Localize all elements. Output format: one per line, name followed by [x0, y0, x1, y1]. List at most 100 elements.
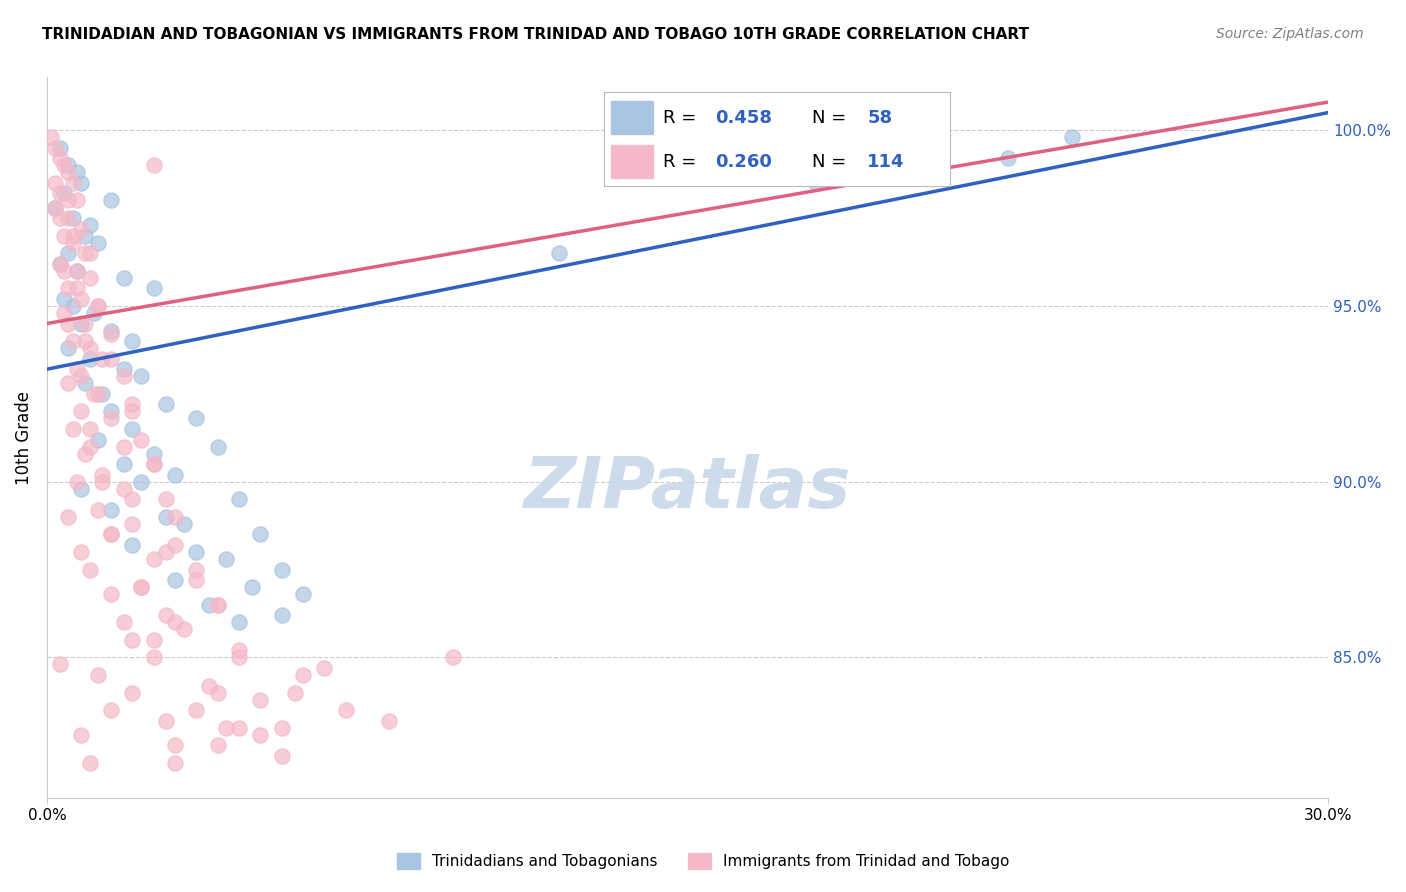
Point: [91, 351, 114, 366]
Point: [112, 270, 135, 285]
Point: [207, 440, 229, 454]
Point: [121, 516, 143, 531]
Point: [62, 299, 84, 313]
Point: [83, 306, 105, 320]
Point: [70, 545, 93, 559]
Point: [155, 545, 177, 559]
Point: [79, 270, 101, 285]
Point: [100, 326, 122, 341]
Point: [142, 281, 165, 295]
Point: [207, 598, 229, 612]
Point: [112, 369, 135, 384]
Point: [270, 748, 292, 763]
Point: [58, 376, 80, 391]
Point: [66, 264, 89, 278]
Point: [79, 563, 101, 577]
Point: [207, 685, 229, 699]
Point: [186, 563, 208, 577]
Point: [155, 492, 177, 507]
Text: Source: ZipAtlas.com: Source: ZipAtlas.com: [1216, 27, 1364, 41]
Point: [87, 433, 110, 447]
Point: [79, 218, 101, 232]
Point: [52, 306, 75, 320]
Point: [87, 299, 110, 313]
Point: [270, 608, 292, 623]
Point: [100, 404, 122, 418]
Point: [48, 151, 70, 165]
Point: [228, 721, 250, 735]
Point: [249, 728, 271, 742]
Point: [62, 228, 84, 243]
Point: [804, 176, 827, 190]
Point: [58, 246, 80, 260]
Point: [163, 615, 186, 630]
Point: [377, 714, 399, 728]
Point: [62, 334, 84, 348]
Point: [198, 679, 221, 693]
Point: [163, 739, 186, 753]
Point: [44, 141, 66, 155]
Point: [62, 211, 84, 225]
Point: [163, 509, 186, 524]
Point: [198, 598, 221, 612]
Point: [62, 422, 84, 436]
Point: [52, 228, 75, 243]
Point: [75, 376, 97, 391]
Point: [91, 386, 114, 401]
Point: [112, 457, 135, 471]
Point: [548, 246, 571, 260]
Point: [284, 685, 307, 699]
Point: [58, 341, 80, 355]
Point: [129, 580, 152, 594]
Point: [163, 467, 186, 482]
Point: [79, 440, 101, 454]
Point: [129, 475, 152, 489]
Point: [87, 668, 110, 682]
Point: [142, 158, 165, 172]
Point: [129, 580, 152, 594]
Point: [87, 235, 110, 250]
Point: [270, 563, 292, 577]
Point: [66, 281, 89, 295]
Point: [44, 201, 66, 215]
Point: [62, 176, 84, 190]
Point: [129, 433, 152, 447]
Point: [142, 632, 165, 647]
Point: [70, 317, 93, 331]
Point: [75, 317, 97, 331]
Point: [155, 509, 177, 524]
Point: [48, 141, 70, 155]
Point: [142, 457, 165, 471]
Point: [70, 404, 93, 418]
Point: [70, 292, 93, 306]
Point: [91, 475, 114, 489]
Point: [48, 211, 70, 225]
Point: [441, 650, 464, 665]
Point: [79, 246, 101, 260]
Point: [186, 573, 208, 587]
Point: [39, 130, 62, 145]
Point: [75, 246, 97, 260]
Point: [121, 404, 143, 418]
Point: [100, 503, 122, 517]
Point: [997, 151, 1019, 165]
Point: [249, 527, 271, 541]
Point: [155, 397, 177, 411]
Point: [163, 538, 186, 552]
Point: [70, 221, 93, 235]
Point: [66, 165, 89, 179]
Point: [112, 482, 135, 496]
Point: [66, 194, 89, 208]
Point: [314, 661, 336, 675]
Legend: Trinidadians and Tobagonians, Immigrants from Trinidad and Tobago: Trinidadians and Tobagonians, Immigrants…: [391, 847, 1015, 875]
Point: [100, 703, 122, 717]
Point: [163, 756, 186, 770]
Point: [270, 721, 292, 735]
Point: [87, 299, 110, 313]
Point: [48, 257, 70, 271]
Point: [228, 615, 250, 630]
Point: [121, 538, 143, 552]
Text: ZIPatlas: ZIPatlas: [524, 454, 851, 523]
Point: [121, 334, 143, 348]
Point: [121, 685, 143, 699]
